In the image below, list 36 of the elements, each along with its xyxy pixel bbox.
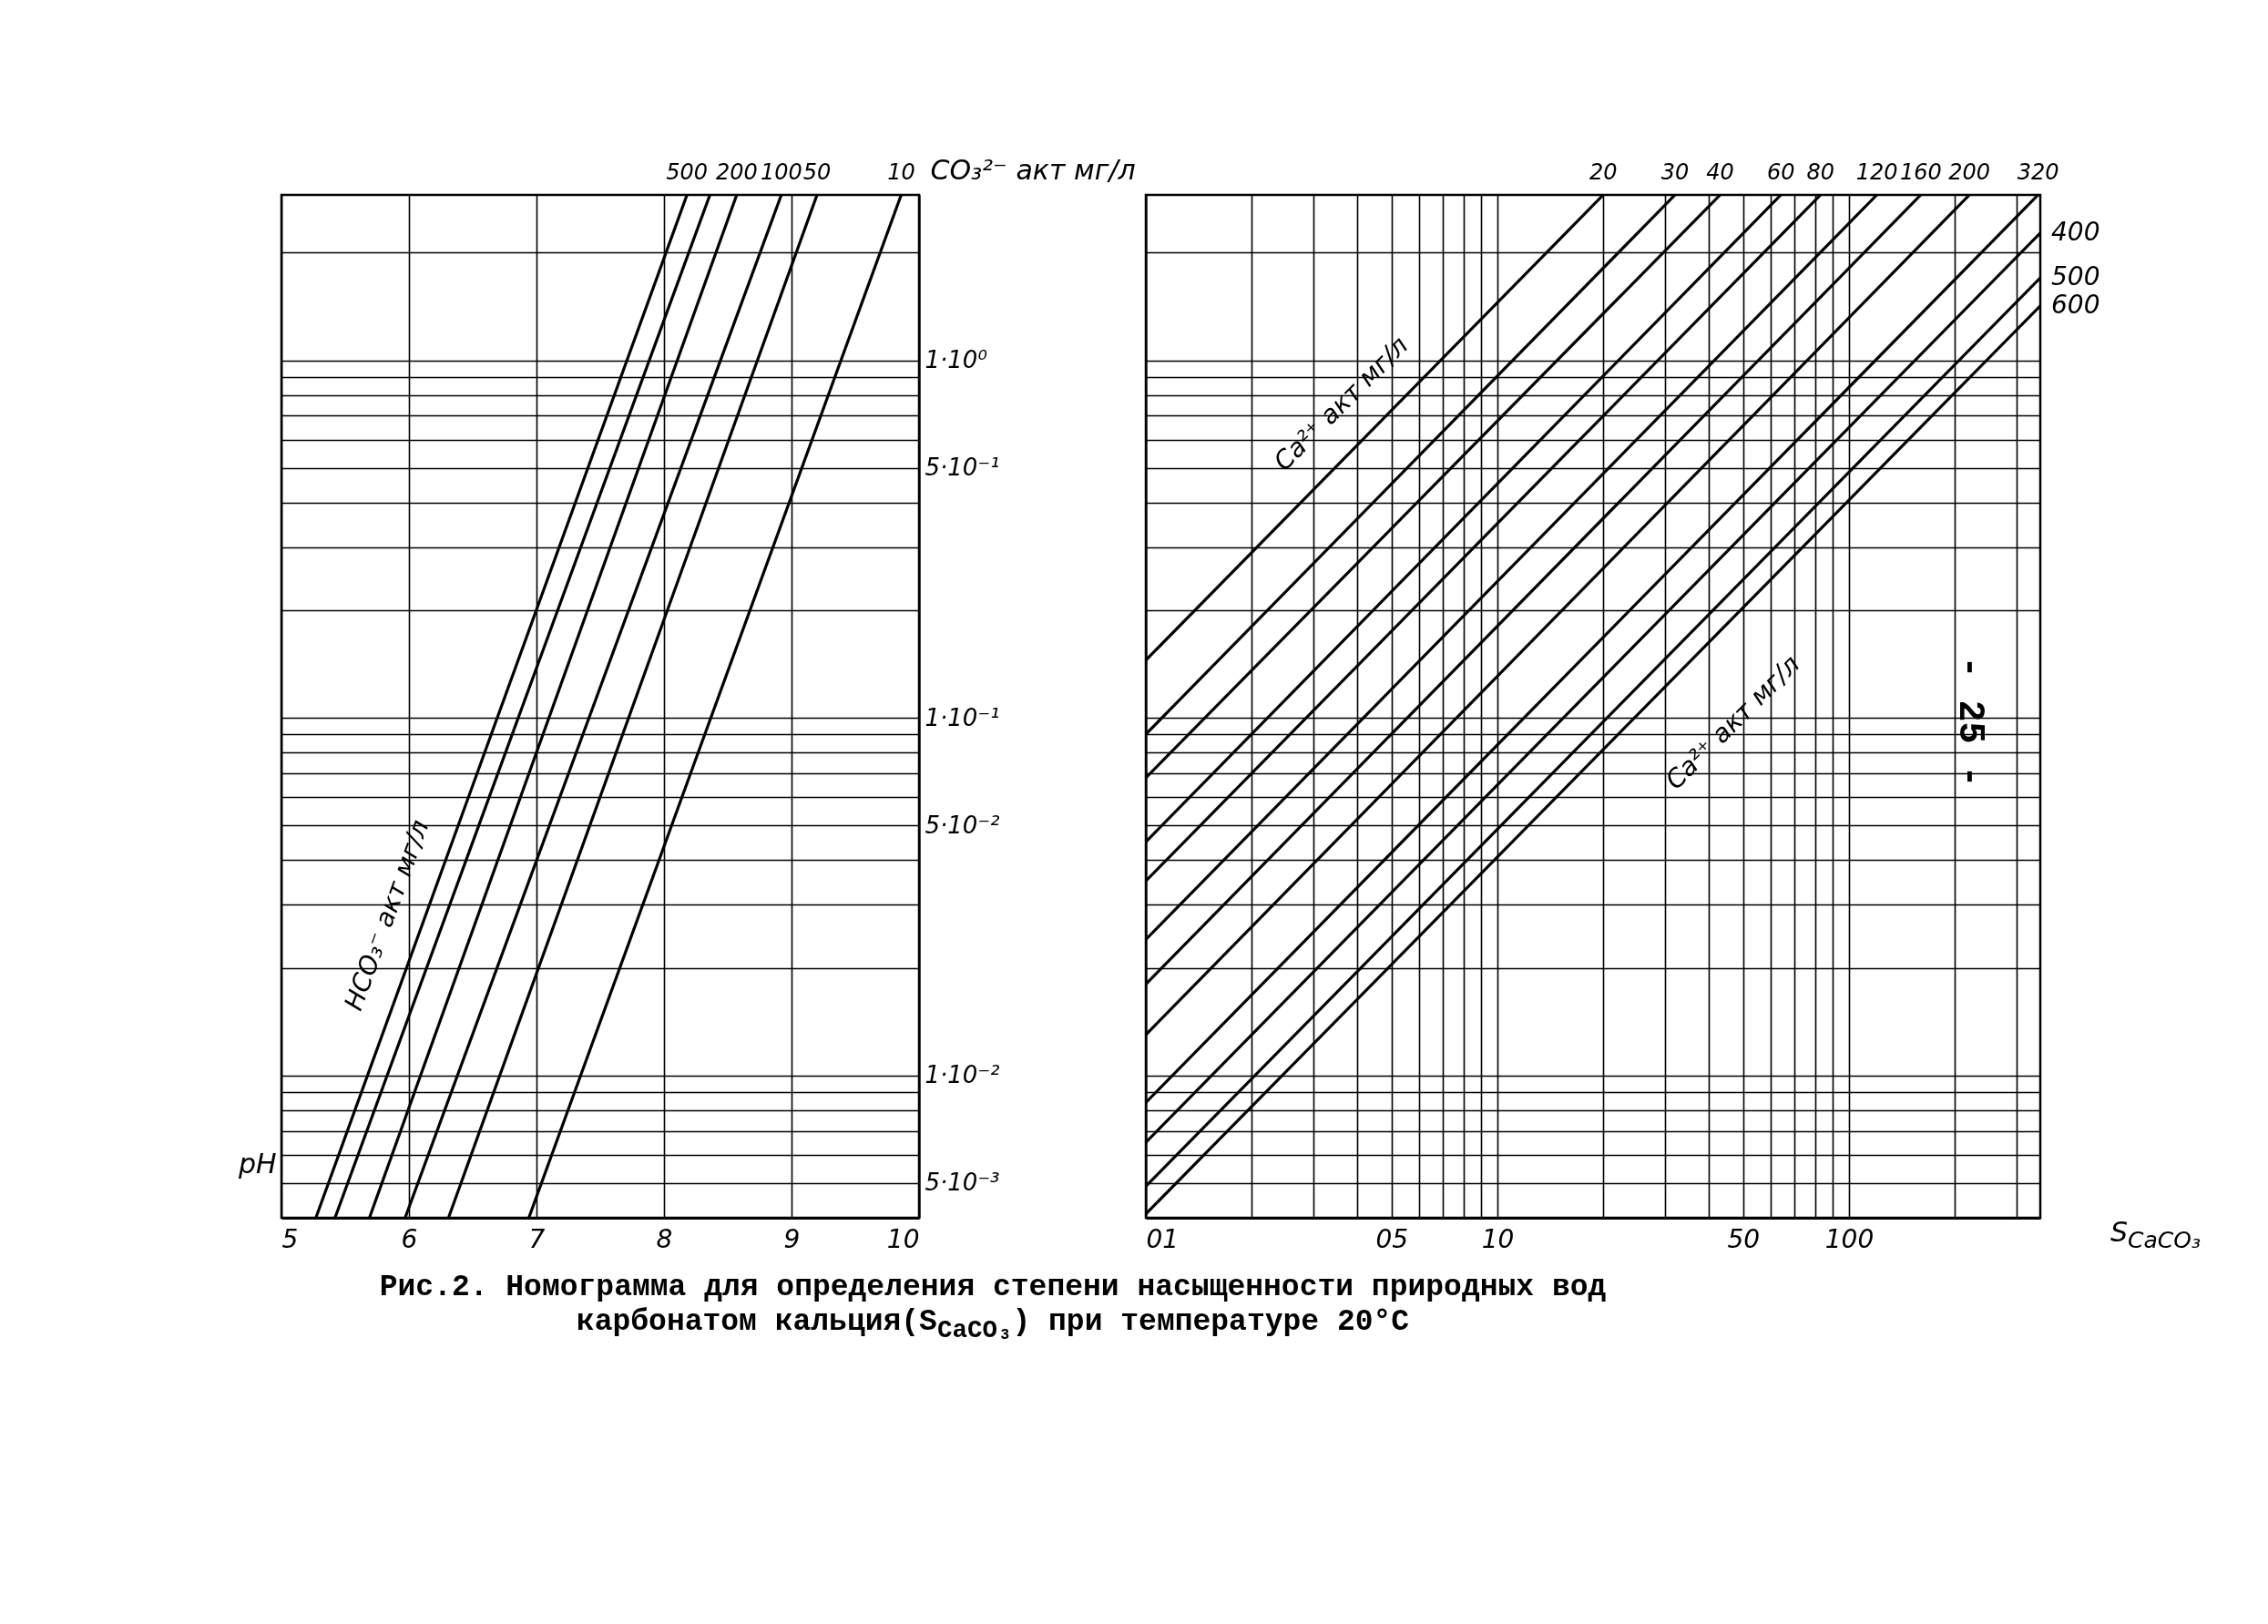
series-label: 80 (1806, 159, 1835, 185)
series-label: 200 (715, 159, 758, 185)
x-tick-label: 100 (1824, 1223, 1875, 1254)
x-tick-label: 05 (1375, 1223, 1409, 1254)
x-tick-label: 8 (656, 1223, 673, 1254)
series-label: 320 (2017, 159, 2059, 185)
series-label: 50 (802, 159, 832, 185)
x-axis-title: pH (237, 1147, 277, 1180)
series-label: 30 (1660, 159, 1690, 185)
x-tick-label: 10 (1481, 1223, 1515, 1254)
x-axis-title: S$_{CaCO₃}$ (2110, 1216, 2201, 1253)
series-label: 160 (1899, 159, 1942, 185)
series-label: 200 (1948, 159, 1991, 185)
y-tick-label: 1·10⁻² (925, 1061, 1000, 1089)
x-tick-label: 6 (401, 1223, 418, 1254)
x-tick-label: 7 (528, 1223, 546, 1254)
y-tick-label: 1·10⁰ (925, 346, 988, 374)
series-label: 10 (887, 159, 915, 185)
series-label: 500 (666, 159, 709, 185)
x-tick-label: 5 (281, 1223, 299, 1254)
series-label: 400 (2051, 216, 2100, 247)
y-tick-label: 5·10⁻³ (925, 1169, 1000, 1197)
series-label: 100 (760, 159, 802, 185)
x-tick-label: 10 (886, 1223, 920, 1254)
text: Рис.2. Номограмма для определения степени насыщенности природных вод карбонатом кальция(S$_{CaCO₃}$) при температуре 20°C (378, 1271, 1608, 1345)
x-tick-label: 50 (1727, 1223, 1761, 1254)
series-label: 20 (1589, 159, 1618, 185)
y-tick-label: 5·10⁻¹ (925, 454, 1000, 482)
y-axis-title: CO₃²⁻ акт мг/л (930, 153, 1136, 186)
x-tick-label: 01 (1146, 1223, 1180, 1254)
series-label: 120 (1855, 159, 1898, 185)
y-tick-label: 5·10⁻² (925, 811, 1000, 839)
y-tick-label: 1·10⁻¹ (925, 703, 1000, 731)
series-label: 60 (1766, 159, 1795, 185)
series-label: 40 (1706, 159, 1734, 185)
x-tick-label: 9 (783, 1223, 801, 1254)
